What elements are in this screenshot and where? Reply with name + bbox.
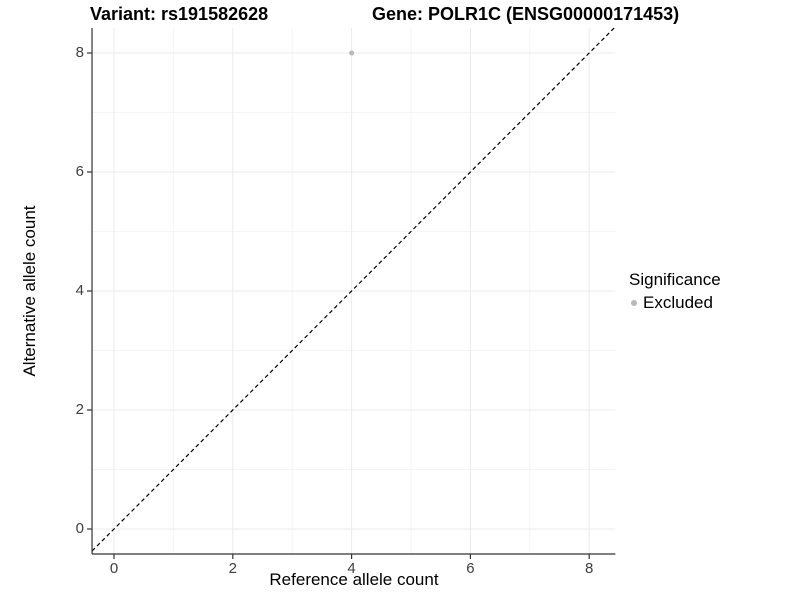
x-tick-label: 0	[109, 559, 119, 577]
legend: Significance Excluded	[629, 270, 721, 313]
x-axis-title: Reference allele count	[269, 570, 439, 589]
y-tick-label: 2	[75, 401, 85, 418]
y-tick-label: 0	[75, 520, 85, 537]
y-tick-label: 8	[75, 44, 85, 61]
plot-title-variant: Variant: rs191582628	[90, 4, 269, 24]
x-tick-label: 2	[228, 559, 237, 577]
identity-line	[91, 27, 615, 552]
x-tick-label: 4	[347, 559, 356, 577]
legend-item-excluded: Excluded	[629, 293, 721, 313]
y-axis-title: Alternative allele count	[20, 205, 39, 377]
legend-point-icon	[631, 300, 637, 306]
x-tick-label: 8	[585, 559, 594, 577]
data-point	[349, 50, 355, 56]
y-tick-label: 6	[75, 163, 85, 180]
legend-title: Significance	[629, 270, 721, 289]
y-tick-label: 4	[75, 282, 85, 299]
x-tick-label: 6	[466, 559, 475, 577]
plot-title-gene: Gene: POLR1C (ENSG00000171453)	[372, 4, 680, 24]
legend-item-label: Excluded	[643, 293, 713, 312]
